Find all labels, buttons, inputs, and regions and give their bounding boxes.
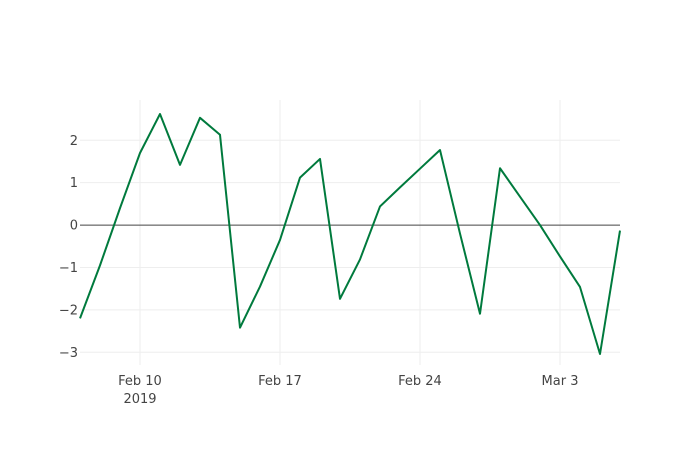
y-tick-label: −1 [59,261,78,276]
x-tick-label: Feb 17 [258,374,302,389]
x-axis-tick-labels: Feb 10 2019 Feb 17 Feb 24 Mar 3 [118,374,578,407]
y-tick-label: 2 [70,134,78,149]
y-axis-tick-labels: 2 1 0 −1 −2 −3 [59,134,78,361]
y-gridlines [80,139,620,353]
series-line [79,112,621,355]
y-tick-label: −3 [59,346,78,361]
y-tick-label: 0 [70,219,78,234]
x-tick-label: Feb 24 [398,374,442,389]
y-tick-label: −2 [59,303,78,318]
y-tick-label: 1 [70,176,78,191]
series-group [79,112,621,355]
x-tick-label: Feb 10 [118,374,162,389]
x-tick-sublabel: 2019 [123,392,156,407]
x-gridlines [139,100,561,365]
x-tick-label: Mar 3 [542,374,579,389]
